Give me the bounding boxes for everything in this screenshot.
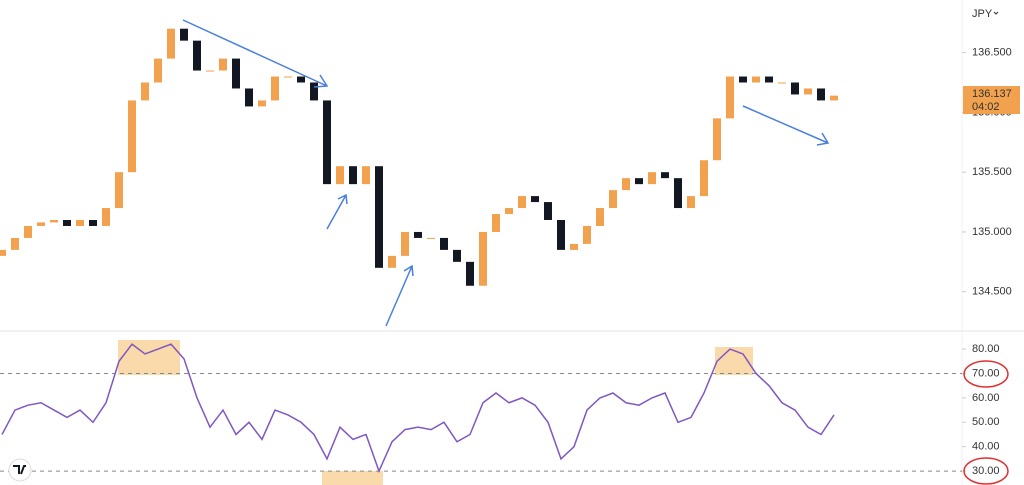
candle — [0, 249, 6, 256]
y-tick-label: 60.00 — [972, 392, 1000, 404]
candle — [180, 28, 188, 41]
candle — [50, 220, 58, 223]
arrow — [326, 193, 348, 230]
candle — [791, 82, 799, 95]
annotation-arrows — [182, 19, 830, 327]
candle — [297, 76, 305, 83]
candle — [375, 166, 383, 268]
candle — [284, 76, 292, 78]
candle — [362, 166, 370, 185]
candle — [37, 222, 45, 226]
candle — [24, 225, 32, 238]
currency-label[interactable]: JPY — [972, 8, 993, 20]
candle — [427, 237, 435, 239]
arrow — [385, 264, 414, 327]
circle — [963, 457, 1009, 485]
candle — [700, 160, 708, 197]
candle — [674, 178, 682, 209]
candle — [102, 208, 110, 226]
candle — [596, 208, 604, 226]
y-tick-label: 70.00 — [972, 367, 1000, 379]
overbought-box — [118, 340, 180, 375]
candle — [310, 82, 318, 101]
candle — [648, 172, 656, 185]
candle — [622, 178, 630, 191]
y-tick-label: 30.00 — [972, 465, 1000, 477]
plot: 136.500136.000135.500135.000134.500136.1… — [0, 28, 1020, 477]
candle — [557, 220, 565, 250]
candle — [63, 220, 71, 226]
price-tag — [963, 86, 1020, 115]
candle — [115, 172, 123, 209]
y-tick-label: 40.00 — [972, 441, 1000, 453]
candle — [258, 100, 266, 107]
y-tick-label: 136.500 — [972, 47, 1012, 59]
candle — [661, 172, 669, 179]
countdown-label: 04:02 — [972, 101, 1000, 113]
rsi-line — [1, 343, 835, 474]
candle — [167, 28, 175, 59]
candle — [752, 76, 760, 83]
dropdown-icon[interactable] — [993, 11, 999, 15]
candle — [76, 220, 84, 226]
y-tick-label: 134.500 — [972, 286, 1012, 298]
candle — [206, 70, 214, 72]
candle — [505, 208, 513, 215]
candle — [713, 118, 721, 161]
candle — [544, 202, 552, 220]
candle — [89, 220, 97, 226]
y-tick-label: 50.00 — [972, 416, 1000, 428]
candle — [817, 88, 825, 101]
y-tick-label: 135.000 — [972, 226, 1012, 238]
candle — [518, 196, 526, 209]
candle — [479, 231, 487, 286]
candle — [323, 100, 331, 185]
candle — [583, 225, 591, 244]
candle — [726, 76, 734, 119]
candle — [466, 261, 474, 286]
candle — [401, 231, 409, 256]
candle — [609, 190, 617, 209]
candle — [414, 231, 422, 238]
candle — [830, 95, 838, 101]
arrow — [742, 105, 830, 146]
overbought-box — [715, 347, 753, 375]
logo-mark — [13, 465, 26, 475]
candle — [141, 82, 149, 101]
y-tick-label: 80.00 — [972, 343, 1000, 355]
y-tick-label: 135.500 — [972, 166, 1012, 178]
arrow — [182, 19, 329, 88]
candle — [440, 237, 448, 250]
candle — [492, 214, 500, 232]
candle — [687, 196, 695, 209]
candle — [804, 88, 812, 95]
oversold-box — [322, 471, 383, 485]
circle-annotations — [963, 360, 1009, 485]
candle — [193, 40, 201, 71]
candle — [154, 58, 162, 83]
candle — [232, 58, 240, 89]
candle — [128, 100, 136, 173]
candle — [453, 249, 461, 262]
candle — [271, 76, 279, 101]
candle — [388, 255, 396, 268]
candle — [349, 166, 357, 185]
logo — [8, 458, 32, 482]
candle — [635, 178, 643, 185]
candle — [11, 237, 19, 250]
price-tag-label: 136.137 — [972, 88, 1012, 100]
candle — [778, 82, 786, 84]
candle — [245, 88, 253, 107]
candle — [765, 76, 773, 83]
candle — [739, 76, 747, 83]
candle — [219, 58, 227, 71]
candle — [336, 166, 344, 185]
candle — [570, 243, 578, 250]
circle — [963, 360, 1009, 388]
highlight-boxes — [118, 340, 753, 485]
candle — [531, 196, 539, 203]
